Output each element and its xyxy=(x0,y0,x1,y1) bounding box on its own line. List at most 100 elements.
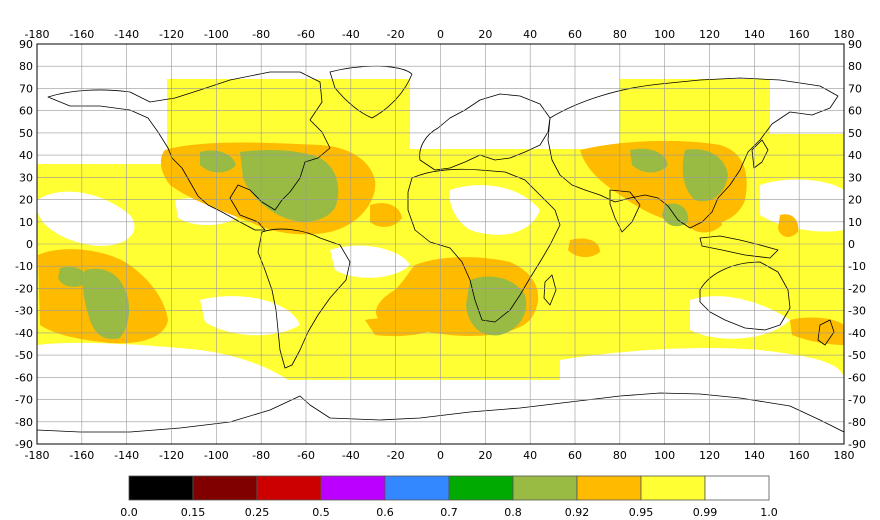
colorbar-swatch xyxy=(384,475,450,501)
lon-tick-label-bottom: 0 xyxy=(437,449,444,462)
lat-tick-label-left: -80 xyxy=(15,416,33,429)
colorbar-label: 0.99 xyxy=(693,506,718,519)
lat-tick-label-right: 10 xyxy=(848,216,862,229)
coastline-madagascar xyxy=(543,274,557,306)
colorbar-label: 0.8 xyxy=(504,506,522,519)
colorbar-label: 0.95 xyxy=(629,506,654,519)
lon-tick-label-bottom: -80 xyxy=(252,449,270,462)
lon-tick-label-top: 140 xyxy=(744,28,765,41)
colorbar-swatch xyxy=(192,475,258,501)
lat-tick-label-right: -90 xyxy=(848,438,866,451)
coastline-europe xyxy=(419,93,551,171)
coastline-japan xyxy=(751,139,769,169)
lat-tick-label-left: -90 xyxy=(15,438,33,451)
colorbar-swatch xyxy=(128,475,194,501)
map-frame xyxy=(36,43,845,445)
lat-tick-label-right: -80 xyxy=(848,416,866,429)
coastline-india xyxy=(609,189,641,233)
lat-tick-label-right: -60 xyxy=(848,371,866,384)
lon-tick-label-bottom: -160 xyxy=(69,449,94,462)
lat-tick-label-left: -50 xyxy=(15,349,33,362)
lon-tick-label-bottom: -40 xyxy=(342,449,360,462)
lat-tick-label-right: -50 xyxy=(848,349,866,362)
lon-tick-label-bottom: -20 xyxy=(387,449,405,462)
lat-tick-label-left: 0 xyxy=(26,238,33,251)
colorbar-swatch xyxy=(448,475,514,501)
lat-tick-label-left: 20 xyxy=(19,194,33,207)
lon-tick-label-top: -100 xyxy=(204,28,229,41)
colorbar-swatch xyxy=(256,475,322,501)
lat-tick-label-left: -10 xyxy=(15,260,33,273)
coastline-south-america xyxy=(257,228,351,369)
lon-tick-label-top: 100 xyxy=(654,28,675,41)
lon-tick-label-bottom: 180 xyxy=(834,449,855,462)
lat-tick-label-right: 60 xyxy=(848,105,862,118)
lat-tick-label-left: 50 xyxy=(19,127,33,140)
lon-tick-label-bottom: 140 xyxy=(744,449,765,462)
lon-tick-label-top: 60 xyxy=(568,28,582,41)
colorbar-label: 0.92 xyxy=(565,506,590,519)
lat-tick-label-left: 60 xyxy=(19,105,33,118)
colorbar-label: 0.7 xyxy=(440,506,458,519)
high-band-regions xyxy=(58,148,728,340)
lon-tick-label-top: -20 xyxy=(387,28,405,41)
map-plot-area xyxy=(36,43,845,445)
colorbar-label: 0.5 xyxy=(312,506,330,519)
lon-tick-label-bottom: 120 xyxy=(699,449,720,462)
colorbar-label: 0.25 xyxy=(245,506,270,519)
lon-tick-label-bottom: -180 xyxy=(25,449,50,462)
lat-tick-label-right: 90 xyxy=(848,38,862,51)
colorbar-swatch xyxy=(576,475,642,501)
colorbar-label: 1.0 xyxy=(760,506,778,519)
lon-tick-label-top: 80 xyxy=(613,28,627,41)
lat-tick-label-right: -30 xyxy=(848,305,866,318)
colorbar-label: 0.6 xyxy=(376,506,394,519)
lon-tick-label-bottom: 160 xyxy=(789,449,810,462)
lon-tick-label-top: 0 xyxy=(437,28,444,41)
lon-tick-label-bottom: -120 xyxy=(159,449,184,462)
coastline-indonesia xyxy=(699,235,779,259)
lon-tick-label-bottom: 80 xyxy=(613,449,627,462)
colorbar-swatch xyxy=(512,475,578,501)
axis-tick-labels: -180-180-160-160-140-140-120-120-100-100… xyxy=(15,28,866,462)
lon-tick-label-bottom: -60 xyxy=(297,449,315,462)
colorbar-label: 0.0 xyxy=(120,506,138,519)
lon-tick-label-top: -160 xyxy=(69,28,94,41)
lat-tick-label-right: 50 xyxy=(848,127,862,140)
lon-tick-label-top: -60 xyxy=(297,28,315,41)
lon-tick-label-top: 20 xyxy=(478,28,492,41)
lat-tick-label-left: -60 xyxy=(15,371,33,384)
lon-tick-label-top: -180 xyxy=(25,28,50,41)
lat-tick-label-right: -40 xyxy=(848,327,866,340)
colorbar: 0.0 0.15 0.25 0.5 0.6 0.7 0.8 0.92 0.95 0.99 1.0 xyxy=(120,475,778,519)
lat-tick-label-left: 10 xyxy=(19,216,33,229)
lat-tick-label-right: 20 xyxy=(848,194,862,207)
lon-tick-label-top: 160 xyxy=(789,28,810,41)
lon-tick-label-top: 40 xyxy=(523,28,537,41)
colorbar-swatch xyxy=(320,475,386,501)
colorbar-swatch xyxy=(640,475,706,501)
lon-tick-label-top: -40 xyxy=(342,28,360,41)
lat-tick-label-left: 90 xyxy=(19,38,33,51)
lon-tick-label-top: 180 xyxy=(834,28,855,41)
coastline-africa xyxy=(407,168,561,323)
lat-tick-label-right: 70 xyxy=(848,82,862,95)
lat-tick-label-left: 30 xyxy=(19,171,33,184)
coastlines xyxy=(37,65,844,433)
lon-tick-label-bottom: -140 xyxy=(114,449,139,462)
lat-tick-label-left: 80 xyxy=(19,60,33,73)
lon-tick-label-bottom: 20 xyxy=(478,449,492,462)
lon-tick-label-bottom: 60 xyxy=(568,449,582,462)
lat-tick-label-right: -70 xyxy=(848,394,866,407)
colorbar-swatch xyxy=(704,475,770,501)
lat-tick-label-right: 0 xyxy=(848,238,855,251)
coastline-asia xyxy=(547,77,839,229)
lon-tick-label-top: -120 xyxy=(159,28,184,41)
lon-tick-label-top: -80 xyxy=(252,28,270,41)
lon-tick-label-top: 120 xyxy=(699,28,720,41)
lat-tick-label-right: 80 xyxy=(848,60,862,73)
lat-tick-label-left: -30 xyxy=(15,305,33,318)
lat-tick-label-right: 40 xyxy=(848,149,862,162)
coastline-north-america xyxy=(47,71,331,231)
